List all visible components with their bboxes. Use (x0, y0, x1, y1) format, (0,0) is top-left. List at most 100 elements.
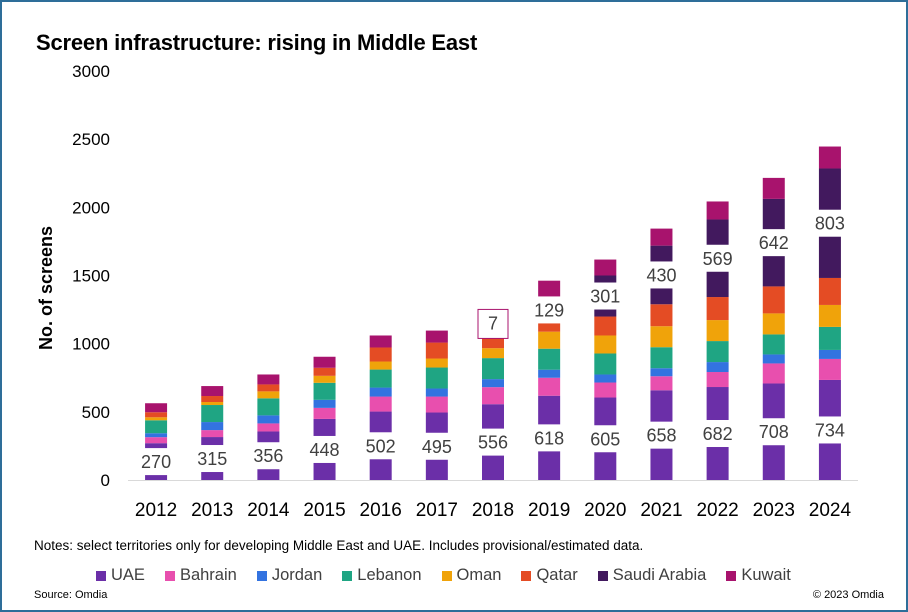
data-label-box (810, 209, 850, 237)
data-label-uae: 270 (141, 452, 171, 472)
bar-bahrain-2022 (706, 372, 729, 388)
data-label-box (754, 418, 794, 446)
x-tick-label: 2022 (696, 500, 738, 521)
bar-oman-2012 (145, 417, 168, 421)
data-labels: 270 315 356 448 502 495 556 7 618 129 605 301 658 430… (136, 209, 850, 476)
bar-lebanon-2024 (818, 326, 841, 350)
chart-title: Screen infrastructure: rising in Middle … (36, 30, 478, 55)
bar-bahrain-2018 (482, 387, 504, 405)
data-label-box (697, 420, 738, 448)
bar-jordan-2019 (538, 369, 561, 378)
bar-bahrain-2012 (145, 437, 168, 444)
legend-label: Bahrain (179, 566, 237, 584)
data-label-uae: 556 (478, 433, 508, 453)
data-label-saudi-arabia: 642 (759, 233, 789, 253)
x-tick-label: 2019 (528, 500, 570, 521)
data-label-uae: 708 (759, 422, 789, 442)
bar-oman-2023 (762, 313, 785, 335)
bar-oman-2018 (482, 348, 504, 359)
bar-jordan-2022 (706, 362, 729, 373)
data-label-uae: 734 (815, 420, 845, 440)
legend-swatch (597, 570, 608, 581)
bar-kuwait-2012 (145, 403, 168, 413)
bar-oman-2015 (313, 375, 336, 383)
data-label-box (136, 448, 176, 476)
data-label-uae: 448 (310, 440, 340, 460)
data-label-uae: 658 (646, 426, 676, 446)
bar-kuwait-2019 (538, 280, 561, 302)
legend-label: Lebanon (357, 566, 422, 584)
data-label-uae: 682 (703, 424, 733, 444)
bar-qatar-2024 (818, 277, 841, 305)
data-label-box (248, 442, 289, 470)
bar-oman-2013 (201, 402, 224, 406)
bar-qatar-2014 (257, 384, 280, 392)
bar-kuwait-2023 (762, 177, 785, 199)
data-label-uae: 356 (253, 446, 283, 466)
data-label-saudi-arabia: 129 (534, 300, 564, 320)
legend-item-kuwait: Kuwait (726, 566, 791, 585)
bar-kuwait-2013 (201, 386, 224, 397)
bar-lebanon-2019 (538, 348, 561, 370)
x-tick-label: 2016 (360, 500, 402, 521)
bar-bahrain-2017 (425, 396, 448, 413)
bar-kuwait-2017 (425, 330, 448, 343)
bar-qatar-2022 (706, 297, 729, 321)
data-label-box (641, 261, 682, 289)
bar-qatar-2017 (425, 342, 448, 359)
data-label-box (529, 424, 569, 452)
data-label-box (641, 421, 682, 449)
legend-swatch (521, 570, 532, 581)
bar-lebanon-2021 (650, 347, 673, 369)
bar-bahrain-2024 (818, 358, 841, 380)
bar-qatar-2021 (650, 304, 673, 327)
bar-lebanon-2017 (425, 367, 448, 389)
data-label-box (360, 432, 401, 460)
bar-qatar-2016 (369, 347, 392, 362)
bar-bahrain-2013 (201, 430, 224, 438)
bar-jordan-2018 (482, 379, 504, 388)
data-label-box (754, 229, 794, 257)
x-tick-label: 2013 (191, 500, 233, 521)
bar-jordan-2016 (369, 387, 392, 397)
legend-swatch (441, 570, 452, 581)
bar-bahrain-2019 (538, 377, 561, 396)
bar-oman-2019 (538, 331, 561, 349)
data-label-uae: 605 (590, 429, 620, 449)
bar-kuwait-2015 (313, 356, 336, 368)
bar-kuwait-2021 (650, 228, 673, 246)
bar-bahrain-2014 (257, 423, 280, 432)
bar-kuwait-2022 (706, 201, 729, 220)
bar-qatar-2023 (762, 286, 785, 314)
x-tick-label: 2024 (809, 500, 852, 521)
legend-item-saudi-arabia: Saudi Arabia (597, 566, 706, 585)
legend-label: Kuwait (741, 566, 791, 584)
legend-swatch (96, 570, 106, 581)
legend-label: Oman (456, 566, 502, 584)
bar-bahrain-2020 (594, 382, 617, 398)
bar-bahrain-2015 (313, 407, 336, 419)
bar-bahrain-2021 (650, 376, 673, 391)
legend-item-bahrain: Bahrain (164, 566, 237, 585)
bar-jordan-2014 (257, 415, 280, 424)
x-tick-label: 2021 (640, 500, 682, 521)
bar-lebanon-2018 (482, 358, 504, 380)
data-label-saudi-arabia: 569 (703, 249, 733, 269)
data-label-box (192, 445, 232, 473)
x-tick-label: 2017 (416, 500, 458, 521)
data-label-box (529, 296, 569, 324)
bar-kuwait-2016 (369, 335, 392, 348)
data-label-box (473, 428, 513, 456)
bar-lebanon-2016 (369, 369, 392, 388)
x-axis-ticks: 2012 2013 2014 2015 2016 2017 2018 2019 2020 2021… (135, 500, 852, 521)
legend-item-oman: Oman (441, 566, 502, 585)
data-label-box (810, 416, 850, 444)
x-tick-label: 2012 (135, 500, 177, 521)
bar-qatar-2012 (145, 412, 168, 418)
y-tick-label: 1500 (72, 267, 110, 286)
legend-label: Qatar (536, 566, 578, 584)
bar-lebanon-2014 (257, 398, 280, 416)
x-tick-label: 2018 (472, 500, 514, 521)
